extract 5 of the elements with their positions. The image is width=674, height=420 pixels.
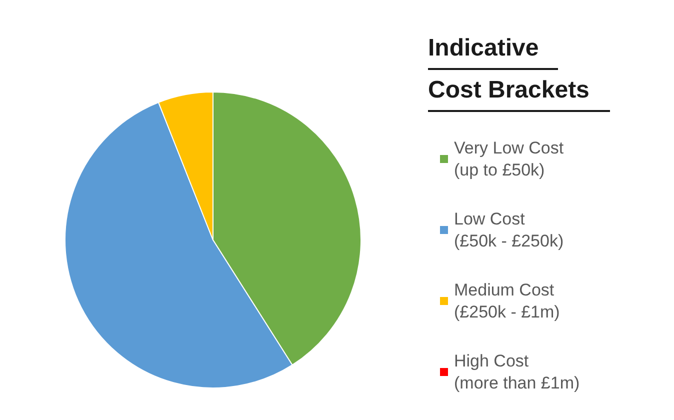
legend-title: Indicative Cost Brackets: [428, 34, 590, 104]
legend-label: Very Low Cost (up to £50k): [454, 138, 564, 180]
legend-label: High Cost (more than £1m): [454, 352, 580, 392]
legend-label: Medium Cost (£250k - £1m): [454, 280, 560, 322]
legend-label: Low Cost (£50k - £250k): [454, 210, 564, 250]
